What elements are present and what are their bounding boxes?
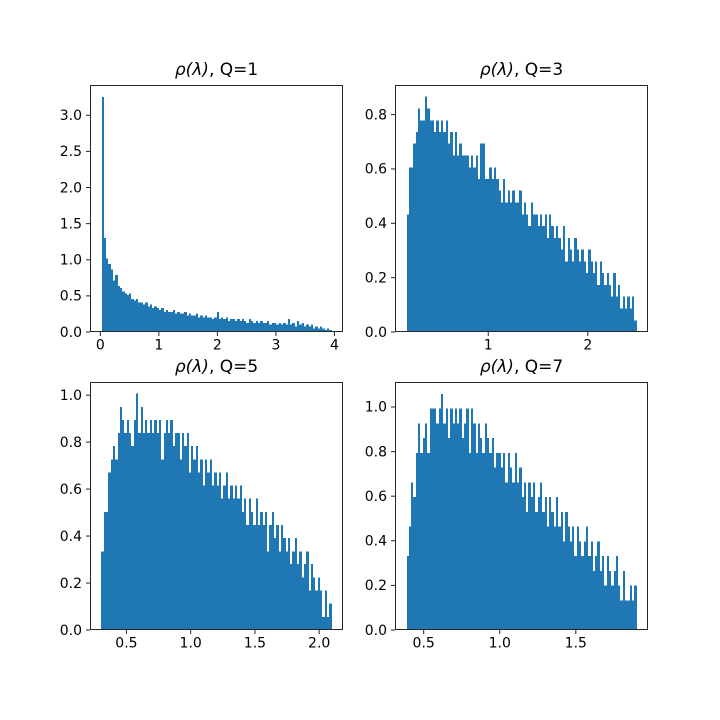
subplot-q7: ρ(λ), Q=7 0.5 1.0 1.5 0.0 0.2 0.4 0.6 0.8 1.0: [365, 357, 648, 652]
svg-text:0.5: 0.5: [115, 636, 137, 652]
subplot-q1: ρ(λ), Q=1 0 1 2 3 4 0.0 0.5 1.0 1.5 2.0 2.5 3.0: [60, 60, 343, 354]
svg-text:0.8: 0.8: [365, 444, 387, 460]
svg-text:0.8: 0.8: [365, 107, 387, 123]
svg-text:2: 2: [213, 338, 222, 354]
svg-text:0.6: 0.6: [365, 489, 387, 505]
subplot-q5: ρ(λ), Q=5 0.5 1.0 1.5 2.0 0.0 0.2 0.4 0.6 0.8 1.0: [60, 357, 343, 652]
title-math-q5: ρ(λ): [174, 357, 209, 377]
svg-text:1: 1: [484, 338, 493, 354]
title-math-q7: ρ(λ): [479, 357, 514, 377]
svg-text:1.0: 1.0: [60, 253, 82, 269]
title-rest-q5: , Q=5: [208, 357, 259, 377]
svg-text:3.0: 3.0: [60, 108, 82, 124]
svg-text:0.2: 0.2: [60, 576, 82, 592]
subplot-q3-title: ρ(λ), Q=3: [395, 60, 648, 80]
svg-text:2: 2: [583, 338, 592, 354]
title-rest-q3: , Q=3: [513, 60, 564, 80]
svg-text:0.5: 0.5: [413, 636, 435, 652]
svg-text:1: 1: [154, 338, 163, 354]
svg-text:1.0: 1.0: [180, 636, 202, 652]
svg-text:1.0: 1.0: [60, 388, 82, 404]
svg-text:1.5: 1.5: [565, 636, 587, 652]
axes-svg-2: 0.5 1.0 1.5 2.0 0.0 0.2 0.4 0.6 0.8 1.0: [60, 382, 343, 652]
axes-svg-1: 1 2 0.0 0.2 0.4 0.6 0.8: [365, 85, 648, 354]
svg-text:0.0: 0.0: [365, 623, 387, 639]
svg-text:0.4: 0.4: [365, 216, 387, 232]
svg-text:0.6: 0.6: [60, 482, 82, 498]
subplot-q1-title: ρ(λ), Q=1: [90, 60, 343, 80]
title-math-q1: ρ(λ): [174, 60, 209, 80]
subplot-q7-title: ρ(λ), Q=7: [395, 357, 648, 377]
svg-text:0.2: 0.2: [365, 270, 387, 286]
svg-text:1.5: 1.5: [60, 216, 82, 232]
subplot-q3: ρ(λ), Q=3 1 2 0.0 0.2 0.4 0.6 0.8: [365, 60, 648, 354]
svg-text:1.0: 1.0: [365, 400, 387, 416]
svg-text:3: 3: [271, 338, 280, 354]
title-rest-q7: , Q=7: [513, 357, 564, 377]
title-math-q3: ρ(λ): [479, 60, 514, 80]
svg-text:1.5: 1.5: [244, 636, 266, 652]
svg-text:2.0: 2.0: [60, 180, 82, 196]
svg-text:1.0: 1.0: [489, 636, 511, 652]
svg-text:4: 4: [330, 338, 339, 354]
svg-text:0.6: 0.6: [365, 162, 387, 178]
subplot-q5-title: ρ(λ), Q=5: [90, 357, 343, 377]
svg-text:0.0: 0.0: [365, 325, 387, 341]
svg-text:0.4: 0.4: [60, 529, 82, 545]
svg-text:0.0: 0.0: [60, 325, 82, 341]
svg-text:2.0: 2.0: [308, 636, 330, 652]
svg-text:0.5: 0.5: [60, 289, 82, 305]
svg-text:0.4: 0.4: [365, 534, 387, 550]
title-rest-q1: , Q=1: [208, 60, 259, 80]
svg-text:2.5: 2.5: [60, 144, 82, 160]
svg-text:0.2: 0.2: [365, 578, 387, 594]
svg-text:0.0: 0.0: [60, 623, 82, 639]
svg-text:0.8: 0.8: [60, 435, 82, 451]
axes-svg-0: 0 1 2 3 4 0.0 0.5 1.0 1.5 2.0 2.5 3.0: [60, 85, 343, 354]
axes-svg-3: 0.5 1.0 1.5 0.0 0.2 0.4 0.6 0.8 1.0: [365, 382, 648, 652]
svg-text:0: 0: [96, 338, 105, 354]
